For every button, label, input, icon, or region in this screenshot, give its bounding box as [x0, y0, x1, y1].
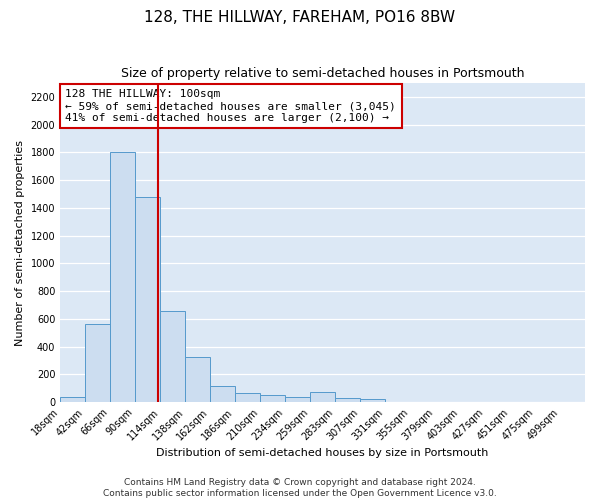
Text: 128, THE HILLWAY, FAREHAM, PO16 8BW: 128, THE HILLWAY, FAREHAM, PO16 8BW [145, 10, 455, 25]
Text: Contains HM Land Registry data © Crown copyright and database right 2024.
Contai: Contains HM Land Registry data © Crown c… [103, 478, 497, 498]
Bar [310, 392, 335, 402]
Bar [335, 398, 360, 402]
Bar [235, 393, 260, 402]
Bar [210, 386, 235, 402]
Bar [160, 310, 185, 402]
Title: Size of property relative to semi-detached houses in Portsmouth: Size of property relative to semi-detach… [121, 68, 524, 80]
Bar [360, 398, 385, 402]
Bar [185, 357, 210, 402]
Y-axis label: Number of semi-detached properties: Number of semi-detached properties [15, 140, 25, 346]
Bar [135, 197, 160, 402]
X-axis label: Distribution of semi-detached houses by size in Portsmouth: Distribution of semi-detached houses by … [157, 448, 489, 458]
Bar [60, 396, 85, 402]
Text: 128 THE HILLWAY: 100sqm
← 59% of semi-detached houses are smaller (3,045)
41% of: 128 THE HILLWAY: 100sqm ← 59% of semi-de… [65, 90, 396, 122]
Bar [85, 324, 110, 402]
Bar [260, 394, 285, 402]
Bar [110, 152, 135, 402]
Bar [285, 396, 310, 402]
